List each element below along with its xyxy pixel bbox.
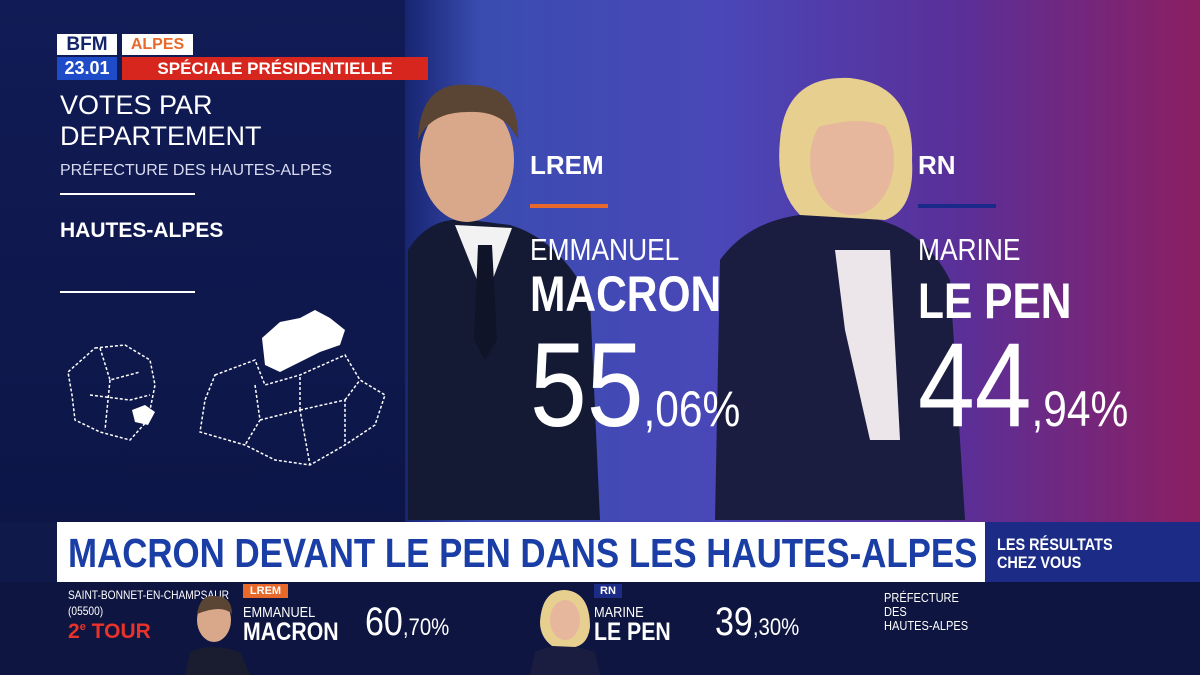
percentage: 60,70% [365,600,449,650]
pct-int: 44 [918,318,1032,452]
round-word: TOUR [91,620,151,643]
illustrations [60,77,996,520]
department: HAUTES-ALPES [60,219,224,242]
banner [57,522,985,582]
round: 2e TOUR [68,620,151,644]
pct-int: 60 [365,600,403,644]
lepen-photo [715,77,965,520]
logo: BFM [57,34,117,55]
panel-title: DEPARTEMENT [60,121,262,151]
source-line: DES [884,604,907,619]
source-line: HAUTES-ALPES [884,618,969,633]
first-name: EMMANUEL [530,232,680,267]
party: LREM [530,150,604,180]
pct-dec: ,70% [402,614,450,641]
first-name: MARINE [594,604,644,621]
last-name: MACRON [530,266,722,322]
percentage: 44,94% [918,325,1128,469]
source-line: PRÉFECTURE [884,590,959,605]
pct-dec: ,94% [1031,381,1129,437]
macron-photo [408,84,600,520]
last-name: LE PEN [594,618,671,646]
percentage: 55,06% [530,325,740,469]
last-name: MACRON [243,618,339,646]
round-number: 2 [68,620,80,643]
party-tag: RN [594,584,622,598]
pct-dec: ,30% [752,614,800,641]
panel-source: PRÉFECTURE DES HAUTES-ALPES [60,162,333,179]
party: RN [918,150,956,180]
hautes-alpes-shape [262,310,345,372]
first-name: MARINE [918,232,1021,267]
panel-title: VOTES PAR [60,90,213,120]
show-tag: SPÉCIALE PRÉSIDENTIELLE [122,57,428,80]
left-panel [0,0,405,522]
pct-int: 55 [530,318,644,452]
side-text: LES RÉSULTATS [997,535,1113,554]
town: SAINT-BONNET-EN-CHAMPSAUR [68,588,229,602]
percentage: 39,30% [715,600,799,650]
side-text: CHEZ VOUS [997,553,1082,572]
channel-tag: ALPES [122,34,193,55]
clock: 23.01 [57,57,117,80]
ticker-photos [185,590,600,675]
france-highlight [132,405,155,425]
region-map [199,354,386,466]
france-map [67,344,156,441]
first-name: EMMANUEL [243,604,316,621]
round-sup: e [79,621,86,633]
party-tag: LREM [243,584,288,598]
pct-int: 39 [715,600,753,644]
last-name: LE PEN [918,273,1072,329]
postcode: (05500) [68,604,104,618]
pct-dec: ,06% [643,381,741,437]
headline: MACRON DEVANT LE PEN DANS LES HAUTES-ALP… [68,530,978,576]
side-box [985,522,1200,582]
